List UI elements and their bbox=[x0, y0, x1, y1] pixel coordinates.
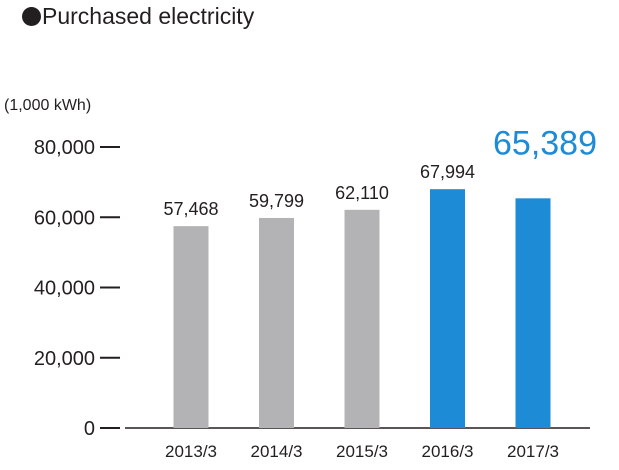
y-axis-unit-label: (1,000 kWh) bbox=[4, 97, 91, 114]
bar bbox=[344, 209, 380, 428]
bar bbox=[173, 226, 209, 428]
chart-title-text: Purchased electricity bbox=[42, 3, 255, 29]
y-tick-label: 20,000 bbox=[34, 348, 95, 370]
y-tick-label: 60,000 bbox=[34, 207, 95, 229]
bar bbox=[515, 198, 551, 428]
y-axis: 0 20,000 40,000 60,000 80,000 bbox=[34, 137, 590, 440]
x-tick-label: 2015/3 bbox=[336, 442, 388, 461]
bar bbox=[259, 217, 294, 428]
value-label: 67,994 bbox=[420, 162, 475, 182]
value-labels: 57,468 59,799 62,110 67,994 65,389 bbox=[163, 124, 597, 219]
bar bbox=[430, 189, 465, 428]
chart-title: Purchased electricity bbox=[22, 2, 254, 30]
bars bbox=[173, 189, 551, 428]
value-label: 62,110 bbox=[335, 183, 389, 203]
value-label: 57,468 bbox=[163, 199, 218, 219]
x-tick-label: 2013/3 bbox=[165, 442, 217, 461]
y-tick-label: 0 bbox=[84, 418, 95, 440]
title-bullet-icon bbox=[22, 7, 41, 26]
value-label: 59,799 bbox=[249, 191, 304, 211]
x-tick-label: 2014/3 bbox=[251, 442, 303, 461]
value-label-highlight: 65,389 bbox=[493, 124, 597, 162]
x-tick-label: 2017/3 bbox=[507, 442, 559, 461]
y-tick-label: 80,000 bbox=[34, 137, 95, 159]
category-labels: 2013/3 2014/3 2015/3 2016/3 2017/3 bbox=[165, 442, 559, 461]
y-tick-label: 40,000 bbox=[34, 278, 95, 300]
x-tick-label: 2016/3 bbox=[422, 442, 474, 461]
